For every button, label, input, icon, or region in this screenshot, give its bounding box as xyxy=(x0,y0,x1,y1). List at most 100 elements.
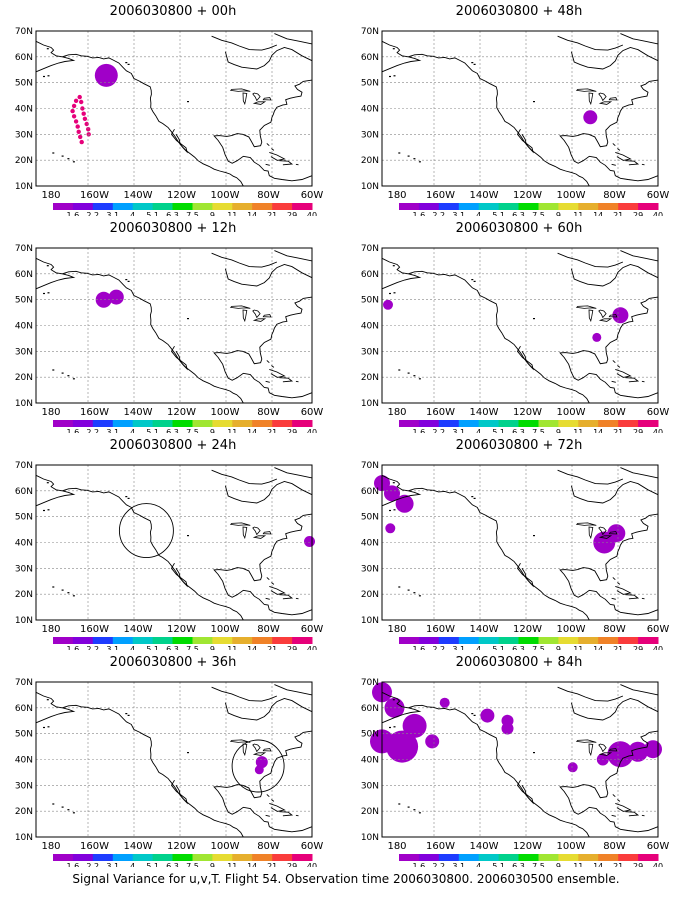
longitude-label: 100W xyxy=(211,407,240,418)
coastline xyxy=(559,730,659,833)
colorbar-swatch xyxy=(518,420,539,427)
longitude-label: 120W xyxy=(167,624,196,635)
colorbar-label: 29 xyxy=(633,428,643,433)
map-frame xyxy=(381,464,659,621)
map-frame xyxy=(381,30,659,187)
colorbar-swatch xyxy=(172,637,193,644)
signal-variance-area xyxy=(480,708,495,723)
colorbar-label: 11 xyxy=(573,862,583,867)
coastline xyxy=(211,252,278,268)
longitude-label: 140W xyxy=(124,841,153,852)
signal-variance-area xyxy=(627,741,648,762)
colorbar-swatch xyxy=(618,420,639,427)
island xyxy=(46,48,49,50)
colorbar-swatch xyxy=(438,637,460,644)
island xyxy=(473,497,476,499)
coastline xyxy=(570,698,659,721)
great-lake xyxy=(262,314,272,318)
longitude-label: 60W xyxy=(301,190,324,201)
colorbar-swatch xyxy=(192,420,213,427)
colorbar-swatch xyxy=(478,854,500,861)
coastline xyxy=(381,40,409,58)
latitude-label: 20N xyxy=(361,590,379,600)
colorbar-label: 5.1 xyxy=(146,862,159,867)
island xyxy=(125,713,128,715)
island xyxy=(617,799,621,802)
colorbar-swatch xyxy=(252,854,273,861)
longitude-label: 160W xyxy=(80,407,109,418)
island xyxy=(392,699,395,701)
colorbar-label: 1.6 xyxy=(67,862,80,867)
great-lake xyxy=(608,314,618,318)
longitude-label: 160W xyxy=(80,190,109,201)
island xyxy=(471,62,474,64)
colorbar-label: 3.1 xyxy=(106,211,119,216)
longitude-label: 120W xyxy=(513,841,542,852)
great-lake xyxy=(588,309,594,323)
longitude-label: 140W xyxy=(124,407,153,418)
island xyxy=(279,377,294,383)
coastline xyxy=(620,33,659,45)
map-panel: 2006030800 + 84h 70N 60N 50N 40N 30N 20N 10N 180… xyxy=(346,651,692,867)
signal-variance-area xyxy=(439,697,450,708)
coastline xyxy=(213,730,313,833)
colorbar-label: 11 xyxy=(227,428,237,433)
island xyxy=(398,586,401,588)
colorbar-label: 40 xyxy=(653,428,663,433)
colorbar-label: 21 xyxy=(267,862,277,867)
island xyxy=(266,577,270,581)
map-panel: 2006030800 + 24h 70N 60N 50N 40N 30N 20N 10N 180… xyxy=(0,434,346,650)
colorbar-label: 2.2 xyxy=(432,862,445,867)
coastline xyxy=(35,273,76,290)
great-lake xyxy=(598,752,613,756)
great-lake xyxy=(242,92,248,106)
colorbar-label: 4 xyxy=(130,862,135,867)
colorbar-swatch xyxy=(212,637,233,644)
variance-map: 70N 60N 50N 40N 30N 20N 10N 180 160W 140W 120W 100W… xyxy=(361,244,670,433)
island xyxy=(533,752,535,754)
island xyxy=(398,803,401,805)
coastline xyxy=(224,47,313,70)
variance-map: 70N 60N 50N 40N 30N 20N 10N 180 160W 140W 120W 100W… xyxy=(15,244,324,433)
colorbar-swatch xyxy=(478,203,500,210)
colorbar-swatch xyxy=(252,203,273,210)
coastline xyxy=(170,562,188,588)
colorbar-label: 3.1 xyxy=(452,862,465,867)
colorbar-label: 40 xyxy=(307,211,317,216)
island xyxy=(533,535,535,537)
colorbar-swatch xyxy=(292,854,313,861)
flight-track-dot xyxy=(86,127,91,132)
map-frame xyxy=(381,681,659,838)
coastline xyxy=(224,698,313,721)
flight-track-dot xyxy=(78,134,83,140)
map-frame xyxy=(35,464,313,621)
colorbar-swatch xyxy=(638,854,659,861)
island xyxy=(269,585,286,595)
coastline xyxy=(224,264,313,287)
latitude-label: 70N xyxy=(361,461,379,471)
longitude-label: 120W xyxy=(513,190,542,201)
colorbar-swatch xyxy=(538,854,559,861)
figure-caption: Signal Variance for u,v,T. Flight 54. Ob… xyxy=(72,872,620,886)
coastline xyxy=(381,257,409,275)
island xyxy=(625,811,640,817)
coastline xyxy=(408,487,590,621)
island xyxy=(295,597,299,600)
island xyxy=(295,814,299,817)
colorbar-label: 21 xyxy=(267,428,277,433)
colorbar-label: 21 xyxy=(267,645,277,650)
map-panel: 2006030800 + 48h 70N 60N 50N 40N 30N 20N 10N 180… xyxy=(346,0,692,216)
latitude-label: 50N xyxy=(361,296,379,306)
coastline xyxy=(211,469,278,485)
colorbar-swatch xyxy=(438,420,460,427)
latitude-label: 70N xyxy=(361,27,379,37)
colorbar-swatch xyxy=(598,420,619,427)
island xyxy=(392,48,395,50)
coastline xyxy=(620,684,659,696)
coastline xyxy=(62,704,244,838)
panel-title: 2006030800 + 84h xyxy=(455,655,583,670)
signal-variance-area xyxy=(254,765,264,775)
colorbar-swatch xyxy=(232,637,253,644)
colorbar-label: 7.5 xyxy=(532,645,545,650)
latitude-label: 70N xyxy=(15,244,33,254)
